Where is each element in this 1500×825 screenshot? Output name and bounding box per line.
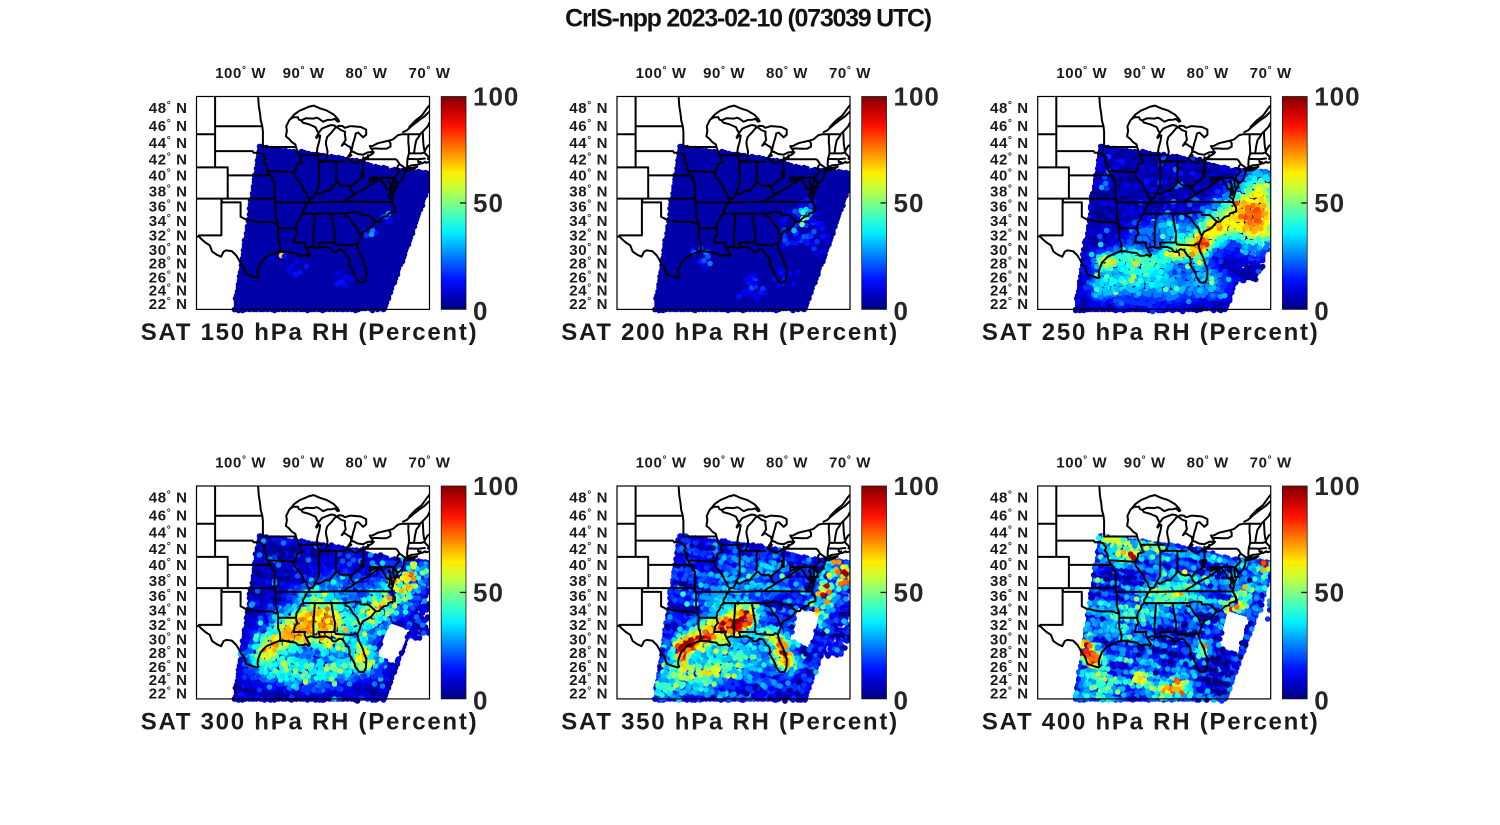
svg-text:SAT 200 hPa RH (Percent): SAT 200 hPa RH (Percent) (561, 319, 899, 346)
svg-text:CrIS-npp 2023-02-10 (073039 UT: CrIS-npp 2023-02-10 (073039 UTC) (565, 5, 932, 33)
svg-text:SAT 250 hPa RH (Percent): SAT 250 hPa RH (Percent) (982, 319, 1320, 346)
svg-text:SAT 300 hPa RH (Percent): SAT 300 hPa RH (Percent) (141, 709, 479, 736)
svg-text:SAT 150 hPa RH (Percent): SAT 150 hPa RH (Percent) (141, 319, 479, 346)
